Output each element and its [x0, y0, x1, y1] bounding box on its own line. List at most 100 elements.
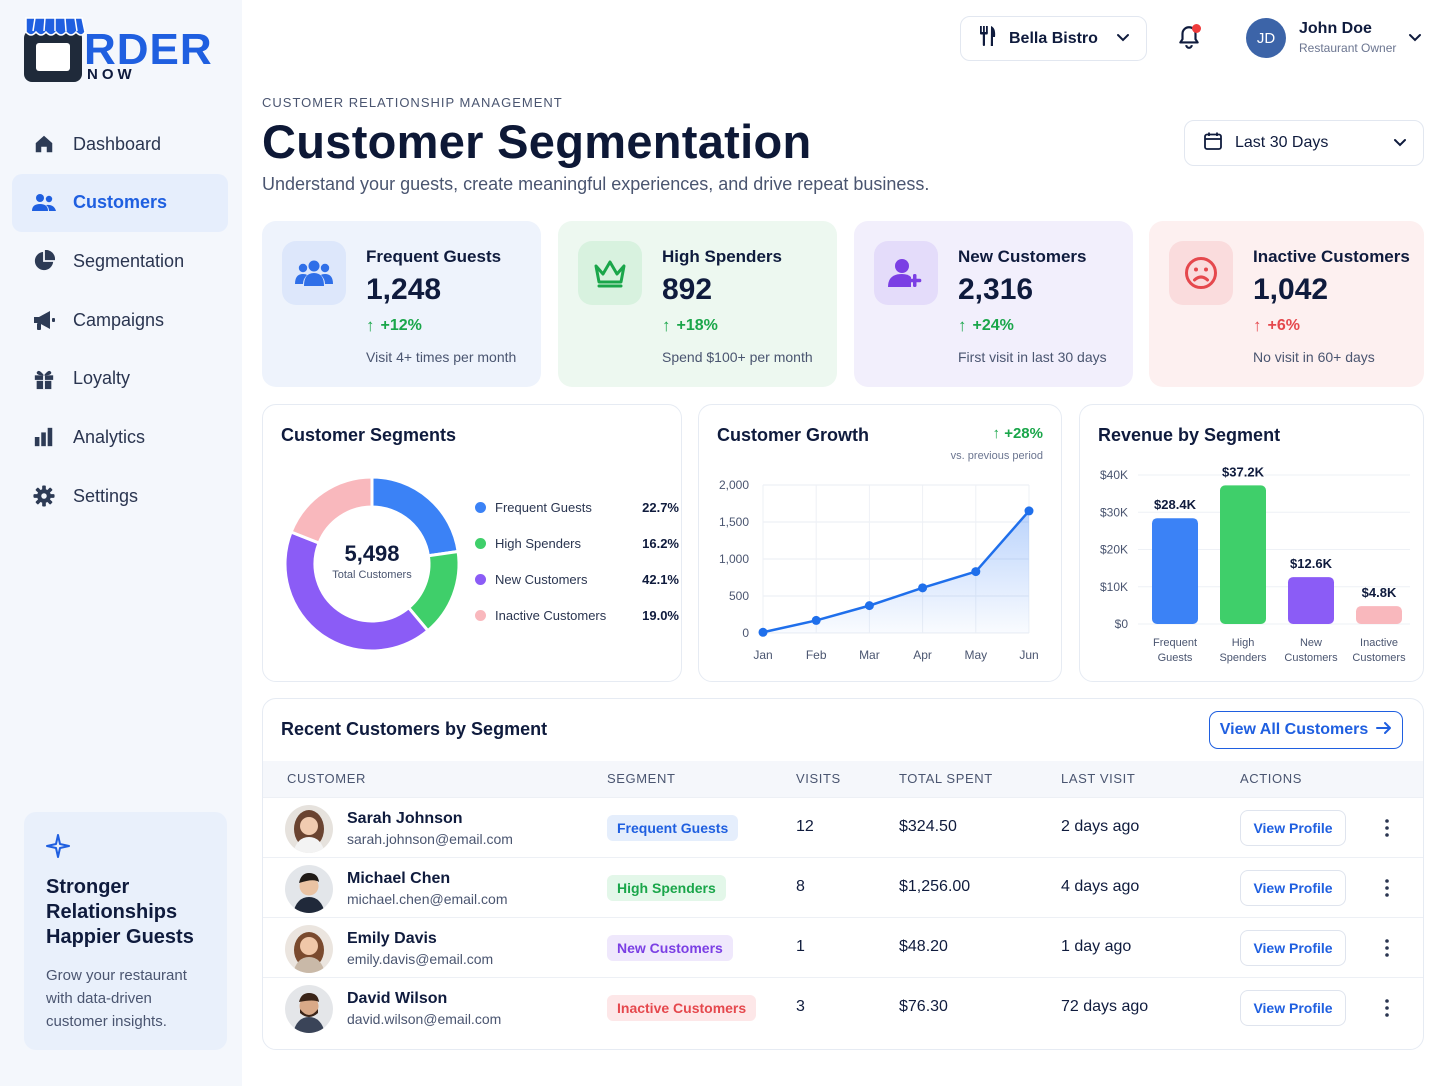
view-profile-button[interactable]: View Profile	[1240, 930, 1346, 966]
legend-dot	[475, 573, 486, 585]
data-point	[971, 567, 981, 577]
x-tick-label: High	[1232, 637, 1255, 649]
series-area	[763, 510, 1029, 633]
kpi-delta: ↑ +18%	[662, 316, 718, 336]
recent-customers-panel: Recent Customers by Segment View All Cus…	[262, 698, 1424, 1050]
view-profile-button[interactable]: View Profile	[1240, 990, 1346, 1026]
donut-total: 5,498	[344, 541, 400, 566]
x-tick-label: Frequent	[1153, 637, 1197, 649]
data-point	[918, 583, 928, 593]
sidebar-item-settings[interactable]: Settings	[12, 467, 228, 525]
legend-item: High Spenders 16.2%	[475, 533, 679, 553]
kpi-title: High Spenders	[662, 247, 782, 266]
sidebar-item-loyalty[interactable]: Loyalty	[12, 350, 228, 408]
avatar	[285, 925, 333, 973]
legend-dot	[475, 501, 486, 513]
user-avatar[interactable]: JD	[1246, 18, 1286, 58]
sidebar-item-label: Campaigns	[73, 309, 165, 330]
sidebar-item-customers[interactable]: Customers	[12, 173, 228, 232]
legend-label: High Spenders	[495, 535, 581, 551]
bar-value-label: $12.6K	[1290, 556, 1333, 571]
kpi-card-new-customers[interactable]: New Customers 2,316 ↑ +24% First visit in…	[854, 221, 1133, 387]
last-visit: 72 days ago	[1061, 998, 1149, 1015]
more-options-icon[interactable]	[1377, 994, 1397, 1022]
restaurant-selector[interactable]: Bella Bistro	[960, 16, 1147, 61]
x-tick-label: Spenders	[1219, 652, 1267, 664]
sidebar-item-label: Customers	[73, 192, 168, 213]
kpi-delta-value: +18%	[676, 317, 718, 334]
sidebar-item-dashboard[interactable]: Dashboard	[12, 115, 228, 173]
kpi-delta: ↑ +24%	[958, 316, 1014, 336]
user-menu-chevron-icon[interactable]	[1408, 30, 1422, 49]
megaphone-icon	[32, 308, 56, 332]
kpi-card-inactive-customers[interactable]: Inactive Customers 1,042 ↑ +6% No visit i…	[1149, 221, 1424, 387]
last-visit: 1 day ago	[1061, 938, 1132, 955]
sidebar-item-label: Dashboard	[73, 133, 162, 154]
visits-count: 1	[796, 938, 805, 955]
more-options-icon[interactable]	[1377, 814, 1397, 842]
kpi-card-frequent-guests[interactable]: Frequent Guests 1,248 ↑ +12% Visit 4+ tim…	[262, 221, 541, 387]
table-row: Emily Davis emily.davis@email.com New Cu…	[263, 917, 1423, 977]
x-tick-label: Jun	[1019, 648, 1038, 662]
visits-count: 12	[796, 818, 814, 835]
legend-value: 16.2%	[642, 535, 679, 551]
page-eyebrow: CUSTOMER RELATIONSHIP MANAGEMENT	[262, 95, 563, 110]
more-options-icon[interactable]	[1377, 934, 1397, 962]
table-row: Michael Chen michael.chen@email.com High…	[263, 857, 1423, 917]
arrow-up-icon: ↑	[1253, 316, 1262, 335]
y-tick-label: 0	[742, 626, 749, 640]
column-header: SEGMENT	[607, 771, 676, 786]
kpi-delta: ↑ +6%	[1253, 316, 1300, 336]
column-header: VISITS	[796, 771, 841, 786]
total-spent: $48.20	[899, 938, 948, 955]
view-all-customers-button[interactable]: View All Customers	[1209, 711, 1403, 749]
kpi-card-high-spenders[interactable]: High Spenders 892 ↑ +18% Spend $100+ per …	[558, 221, 837, 387]
sidebar-item-campaigns[interactable]: Campaigns	[12, 291, 228, 349]
total-spent: $76.30	[899, 998, 948, 1015]
notification-badge	[1192, 24, 1201, 33]
home-icon	[32, 132, 56, 156]
bar-value-label: $37.2K	[1222, 464, 1265, 479]
kpi-delta-value: +12%	[380, 317, 422, 334]
growth-line-chart: 2,000 1,500 1,000 500 0 Jan Feb Mar Apr May Jun	[719, 478, 1039, 662]
kpi-value: 1,248	[366, 273, 442, 306]
arrow-up-icon: ↑	[662, 316, 671, 335]
last-visit: 4 days ago	[1061, 878, 1140, 895]
view-profile-button[interactable]: View Profile	[1240, 870, 1346, 906]
view-profile-button[interactable]: View Profile	[1240, 810, 1346, 846]
x-tick-label: Mar	[859, 648, 880, 662]
visits-count: 8	[796, 878, 805, 895]
column-header: TOTAL SPENT	[899, 771, 993, 786]
revenue-by-segment-panel: Revenue by Segment $40K $30K $20K $10K $0 $28…	[1079, 404, 1424, 682]
sad-face-icon	[1169, 241, 1233, 305]
sidebar-item-label: Loyalty	[73, 368, 131, 389]
segment-badge: High Spenders	[607, 875, 726, 901]
restaurant-name: Bella Bistro	[1009, 29, 1098, 47]
sidebar-item-segmentation[interactable]: Segmentation	[12, 232, 228, 290]
more-options-icon[interactable]	[1377, 874, 1397, 902]
panel-title: Recent Customers by Segment	[281, 719, 548, 739]
user-role: Restaurant Owner	[1299, 41, 1397, 55]
sidebar-item-analytics[interactable]: Analytics	[12, 408, 228, 466]
user-name: John Doe	[1299, 20, 1372, 37]
logo[interactable]: RDER NOW	[22, 14, 227, 88]
bar-value-label: $28.4K	[1154, 497, 1197, 512]
customer-email: david.wilson@email.com	[347, 1011, 502, 1027]
series-line	[762, 510, 1030, 634]
legend-item: Frequent Guests 22.7%	[475, 497, 679, 517]
growth-note: vs. previous period	[950, 450, 1043, 462]
sidebar-item-label: Analytics	[73, 426, 146, 447]
sidebar-item-label: Settings	[73, 485, 139, 506]
notifications-bell-icon[interactable]	[1176, 24, 1204, 52]
x-tick-label: Guests	[1158, 652, 1193, 664]
date-range-selector[interactable]: Last 30 Days	[1184, 120, 1424, 166]
bar	[1288, 577, 1334, 624]
x-tick-label: Apr	[913, 648, 932, 662]
y-tick-label: 2,000	[719, 478, 749, 492]
promo-title: Stronger Relationships Happier Guests	[46, 876, 194, 948]
kpi-value: 2,316	[958, 273, 1034, 306]
crown-icon	[578, 241, 642, 305]
y-tick-label: $0	[1115, 617, 1129, 631]
view-all-label: View All Customers	[1219, 721, 1369, 738]
y-tick-label: $30K	[1100, 505, 1128, 519]
